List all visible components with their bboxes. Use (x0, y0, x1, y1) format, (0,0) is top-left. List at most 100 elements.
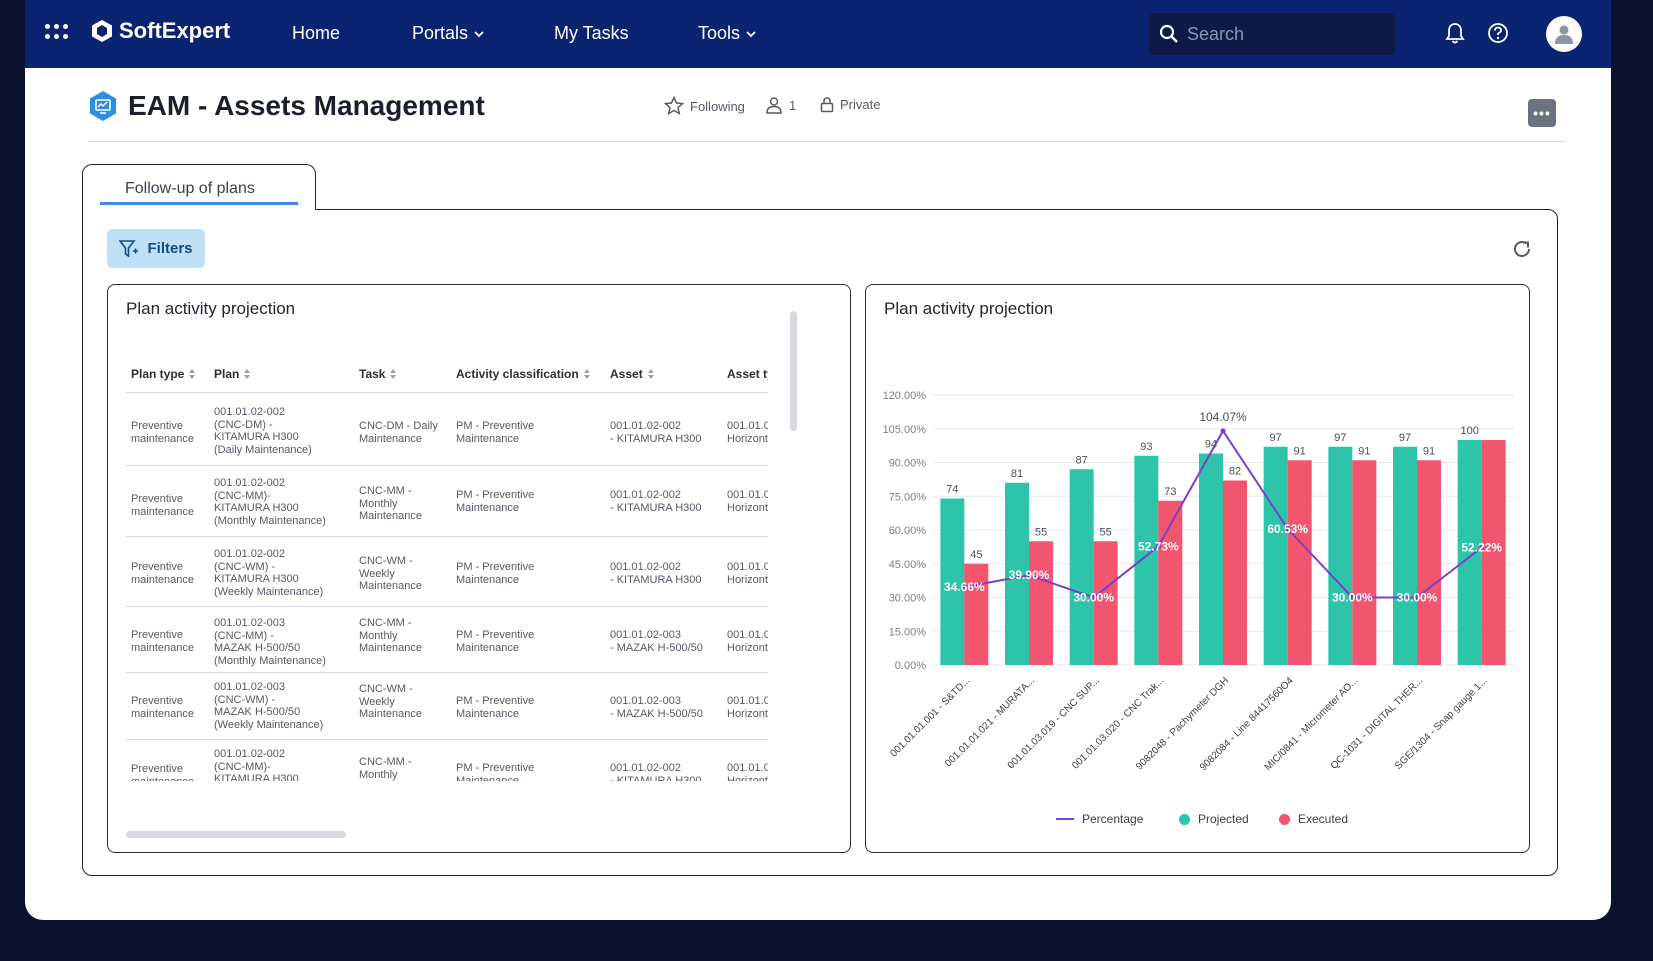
follow-toggle[interactable]: Following (664, 96, 745, 116)
point-percentage (1026, 572, 1032, 578)
bar-projected (1328, 446, 1353, 665)
table-row[interactable]: Preventive maintenance 001.01.02-002 (CN… (126, 469, 768, 535)
cell-plan-type: Preventive maintenance (131, 763, 194, 781)
cell-plan: 001.01.02-003 (CNC-MM) - MAZAK H-500/50 … (214, 617, 326, 667)
cell-task: CNC-WM - Weekly Maintenance (359, 555, 422, 592)
table-row[interactable]: Preventive maintenance 001.01.02-003 (CN… (126, 675, 768, 739)
chart-card-title: Plan activity projection (884, 299, 1054, 318)
cell-asset: 001.01.02-003 - MAZAK H-500/50 (610, 695, 703, 720)
bar-projected (1457, 440, 1482, 665)
data-label-projected: 74 (946, 484, 958, 496)
chevron-down-icon (746, 30, 756, 37)
refresh-icon[interactable] (1512, 239, 1532, 259)
vertical-scrollbar[interactable] (790, 311, 797, 431)
sort-icon (647, 369, 655, 379)
sort-icon (390, 369, 397, 379)
bar-executed (1158, 500, 1183, 665)
column-header-asset[interactable]: Asset (610, 367, 655, 381)
cell-task: CNC-MM - Monthly Maintenance (359, 756, 412, 781)
cell-task: CNC-WM - Weekly Maintenance (359, 683, 422, 720)
table-card-title: Plan activity projection (126, 299, 296, 318)
cell-plan-type: Preventive maintenance (131, 561, 194, 586)
legend-dot-swatch (1279, 813, 1290, 825)
filters-button[interactable]: Filters (107, 229, 205, 268)
point-percentage (1155, 543, 1161, 549)
user-avatar[interactable] (1546, 16, 1582, 52)
bar-executed (1029, 541, 1053, 665)
row-divider (126, 739, 768, 740)
row-divider (126, 536, 768, 537)
cell-activity: PM - Preventive Maintenance (456, 629, 535, 654)
cell-plan-type: Preventive maintenance (131, 629, 194, 654)
data-label-projected: 100 (1460, 425, 1478, 437)
column-header-task[interactable]: Task (359, 367, 397, 381)
column-header-plan-type[interactable]: Plan type (131, 367, 196, 381)
cell-asset-type: 001.01.02 Horizontal (727, 489, 768, 514)
point-percentage (1220, 428, 1226, 434)
y-tick-label: 45.00% (889, 559, 927, 571)
table-row[interactable]: Preventive maintenance 001.01.02-002 (CN… (126, 742, 768, 781)
help-icon[interactable] (1487, 22, 1509, 44)
nav-my-tasks[interactable]: My Tasks (554, 23, 629, 43)
chart-card: Plan activity projection 0.00% 15.00% 30.0… (865, 284, 1530, 853)
star-icon (664, 96, 684, 115)
data-label-projected: 93 (1140, 441, 1152, 453)
search-icon (1159, 24, 1178, 43)
row-divider (126, 672, 768, 673)
active-tab-indicator (100, 202, 298, 205)
table-row[interactable]: Preventive maintenance 001.01.02-003 (CN… (126, 609, 768, 671)
members-count[interactable]: 1 (765, 96, 796, 114)
cell-plan: 001.01.02-002 (CNC-WM) - KITAMURA H300 (… (214, 548, 324, 598)
cell-asset-type: 001.01.02 Horizontal (727, 629, 768, 654)
point-percentage (1285, 526, 1291, 532)
softexpert-logo-icon (92, 20, 112, 42)
bar-executed (1417, 460, 1441, 665)
bell-icon[interactable] (1445, 22, 1465, 44)
data-label-projected: 97 (1399, 432, 1411, 444)
cell-asset: 001.01.02-002 - KITAMURA H300 (610, 561, 702, 586)
horizontal-scrollbar[interactable] (126, 831, 346, 838)
table-card: Plan activity projection Plan type Plan … (107, 284, 851, 853)
legend-percentage[interactable]: Percentage (1056, 812, 1143, 826)
data-label-percentage: 30.00% (1397, 591, 1438, 605)
tab-follow-up-of-plans[interactable]: Follow-up of plans (82, 164, 316, 210)
column-header-activity-classification[interactable]: Activity classification (456, 367, 591, 381)
column-header-asset-type[interactable]: Asset typ (727, 367, 768, 381)
bar-executed (1287, 460, 1312, 665)
cell-asset-type: 001.01.02 Horizontal (727, 420, 768, 445)
cell-asset-type: 001.01.02 Horizontal (727, 695, 768, 720)
table-row[interactable]: Preventive maintenance 001.01.02-002 (CN… (126, 398, 768, 464)
cell-plan-type: Preventive maintenance (131, 695, 194, 720)
legend-executed[interactable]: Executed (1279, 812, 1348, 826)
chevron-down-icon (474, 30, 484, 37)
data-label-percentage: 30.00% (1332, 591, 1373, 605)
search-input[interactable] (1187, 23, 1387, 45)
legend-projected[interactable]: Projected (1179, 812, 1249, 826)
point-percentage (1091, 595, 1097, 600)
table-row[interactable]: Preventive maintenance 001.01.02-002 (CN… (126, 539, 768, 605)
nav-portals[interactable]: Portals (412, 23, 484, 44)
top-navbar: SoftExpert Home Portals My Tasks Tools (25, 0, 1611, 68)
more-options-button[interactable]: ••• (1528, 99, 1556, 127)
data-label-executed: 91 (1423, 445, 1435, 457)
data-label-percentage: 30.00% (1073, 591, 1114, 605)
y-tick-label: 60.00% (889, 525, 927, 537)
data-label-percentage: 39.90% (1009, 568, 1050, 582)
privacy-status[interactable]: Private (820, 96, 880, 113)
data-label-projected: 97 (1334, 432, 1346, 444)
point-percentage (1349, 595, 1355, 600)
nav-tools[interactable]: Tools (698, 23, 756, 44)
point-percentage (961, 584, 967, 590)
brand-logo[interactable]: SoftExpert (89, 18, 230, 44)
cell-asset: 001.01.02-002 - KITAMURA H300 (610, 489, 702, 514)
header-divider (126, 392, 768, 393)
column-header-plan[interactable]: Plan (214, 367, 251, 381)
app-launcher-icon[interactable] (45, 24, 69, 44)
lock-icon (820, 97, 834, 113)
nav-home[interactable]: Home (292, 23, 341, 43)
brand-name: SoftExpert (119, 18, 231, 43)
search-box (1149, 13, 1395, 55)
data-label-executed: 73 (1164, 486, 1176, 498)
y-tick-label: 90.00% (889, 458, 927, 470)
page-header: EAM - Assets Management Following 1 Priv… (88, 88, 1566, 142)
